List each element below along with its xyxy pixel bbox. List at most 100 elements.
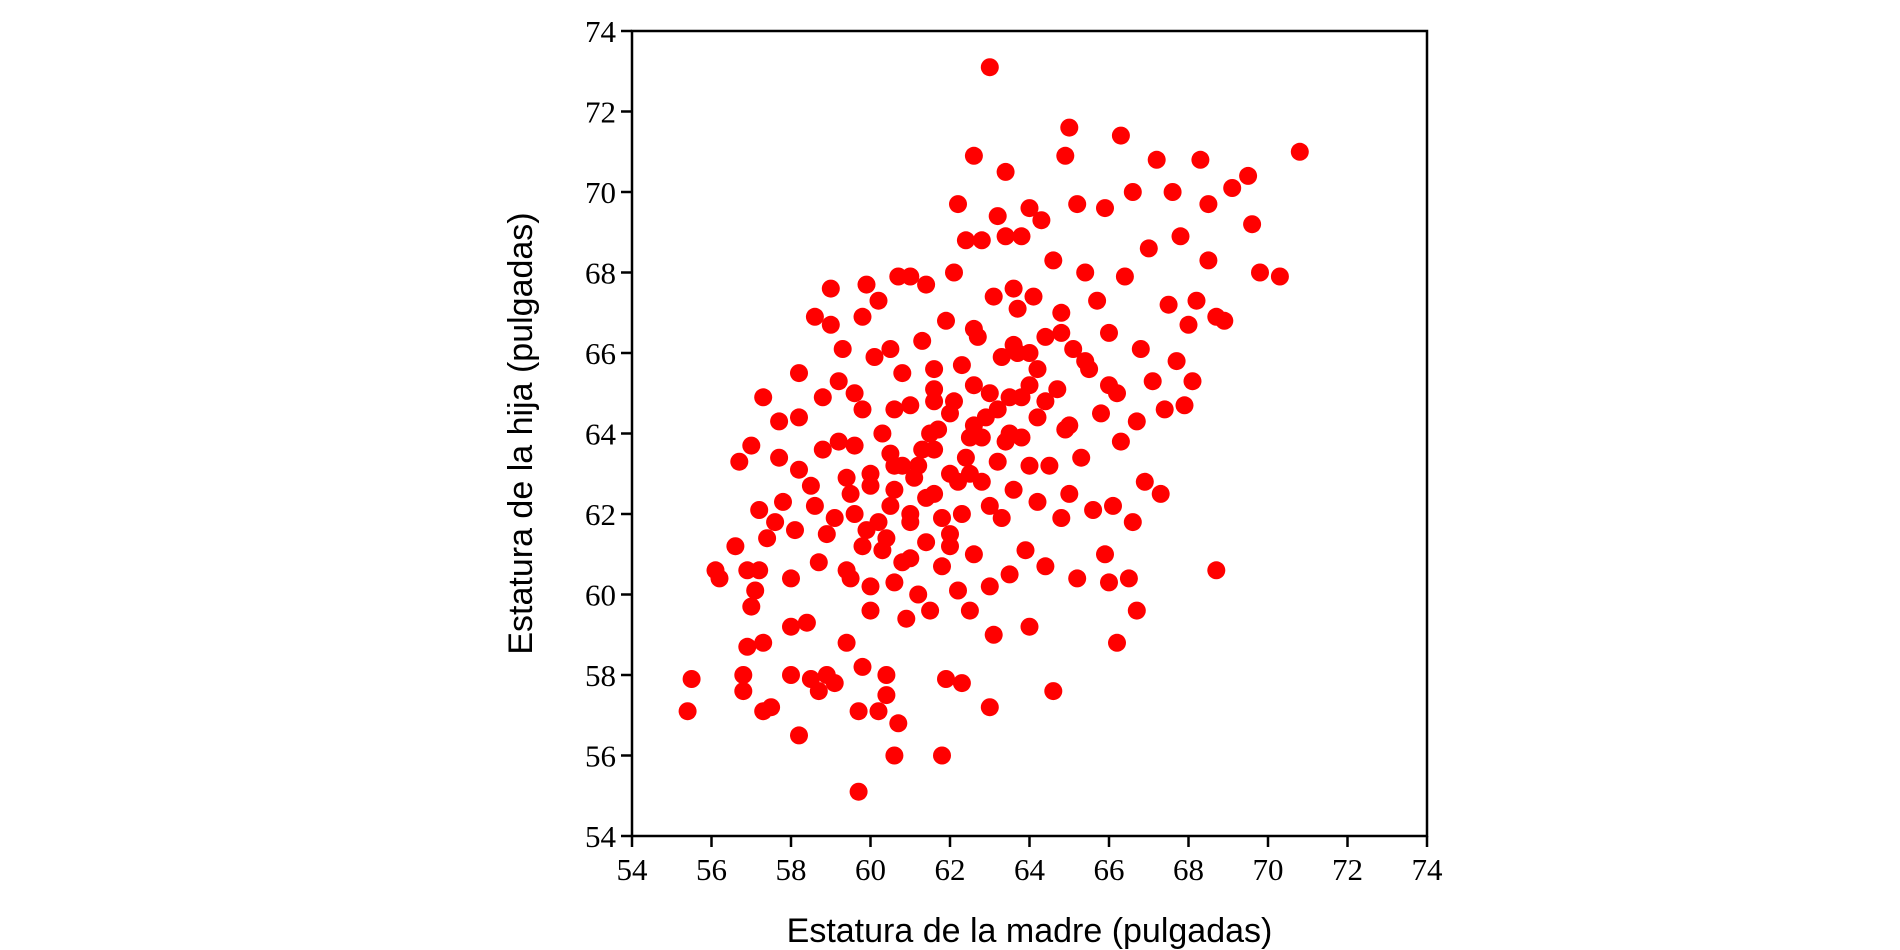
data-point — [1135, 472, 1154, 491]
data-point — [853, 657, 872, 676]
x-tick-label: 56 — [696, 852, 727, 887]
data-point — [1048, 380, 1067, 399]
data-point — [1060, 416, 1079, 435]
data-point — [1147, 150, 1166, 169]
data-point — [885, 480, 904, 499]
data-point — [917, 533, 936, 552]
data-point — [1064, 340, 1083, 358]
data-point — [964, 146, 983, 165]
data-point — [782, 666, 800, 684]
data-point — [952, 674, 971, 693]
data-point — [861, 577, 880, 596]
data-point — [833, 340, 852, 358]
data-point — [889, 714, 908, 733]
data-point — [984, 287, 1003, 306]
data-point — [980, 698, 999, 717]
data-point — [1199, 251, 1218, 270]
data-point — [1056, 146, 1075, 165]
data-point — [1243, 215, 1262, 234]
data-point — [1179, 315, 1198, 334]
data-point — [980, 577, 999, 596]
data-point — [825, 509, 844, 527]
x-axis-title: Estatura de la madre (pulgadas) — [787, 912, 1273, 950]
data-point — [1004, 279, 1023, 298]
data-point — [710, 569, 729, 588]
data-point — [1123, 513, 1142, 532]
data-point — [1111, 126, 1130, 145]
data-point — [1187, 291, 1206, 310]
data-point — [1092, 404, 1110, 423]
data-point — [1127, 412, 1146, 431]
data-point — [1127, 601, 1146, 620]
data-point — [1060, 118, 1079, 137]
data-point — [881, 496, 900, 515]
data-point — [809, 553, 828, 572]
data-point — [1100, 323, 1118, 342]
x-tick-label: 62 — [935, 852, 966, 887]
data-point — [917, 275, 936, 294]
x-tick-label: 64 — [1014, 852, 1046, 887]
data-point — [1016, 541, 1035, 560]
data-point — [1119, 569, 1138, 588]
data-point — [821, 279, 840, 298]
x-tick-label: 58 — [776, 852, 807, 887]
data-point — [964, 376, 983, 395]
data-point — [849, 782, 868, 801]
data-points — [678, 58, 1309, 801]
y-tick-label: 72 — [585, 95, 616, 130]
data-point — [909, 456, 928, 475]
data-point — [1175, 396, 1194, 415]
data-point — [925, 440, 944, 459]
data-point — [853, 537, 872, 556]
data-point — [1270, 267, 1289, 286]
data-point — [1084, 501, 1103, 519]
data-point — [901, 396, 920, 415]
data-point — [964, 319, 983, 338]
y-tick-label: 56 — [585, 739, 616, 774]
data-point — [992, 348, 1011, 366]
data-point — [829, 372, 848, 391]
data-point — [1008, 299, 1027, 318]
data-point — [909, 585, 928, 604]
data-point — [933, 746, 951, 765]
data-point — [1060, 484, 1079, 503]
data-point — [1004, 335, 1023, 354]
data-point — [877, 666, 896, 684]
data-point — [1076, 352, 1095, 371]
data-point — [1239, 166, 1258, 185]
data-point — [782, 617, 800, 636]
data-point — [1143, 372, 1162, 391]
data-point — [849, 702, 868, 721]
data-point — [956, 231, 975, 250]
data-point — [770, 448, 789, 467]
data-point — [845, 505, 864, 523]
data-point — [742, 436, 761, 455]
data-point — [1044, 682, 1063, 701]
data-point — [933, 509, 951, 527]
data-point — [988, 207, 1007, 226]
data-point — [941, 537, 959, 556]
data-point — [809, 682, 828, 701]
data-point — [988, 400, 1007, 419]
data-point — [980, 496, 999, 515]
data-point — [805, 496, 824, 515]
data-point — [734, 682, 753, 701]
data-point — [817, 525, 836, 544]
data-point — [964, 545, 983, 564]
data-point — [984, 625, 1003, 644]
y-tick-label: 58 — [585, 658, 616, 693]
data-point — [1100, 573, 1118, 592]
data-point — [805, 307, 824, 326]
data-point — [1088, 291, 1107, 310]
data-point — [774, 492, 792, 511]
data-point — [754, 388, 773, 407]
data-point — [881, 340, 900, 358]
data-point — [1076, 263, 1095, 282]
data-point — [1000, 565, 1019, 584]
x-tick-label: 72 — [1332, 852, 1363, 887]
data-point — [845, 436, 864, 455]
y-tick-label: 54 — [585, 819, 617, 854]
data-point — [1100, 376, 1118, 395]
data-point — [1012, 227, 1031, 246]
data-point — [1290, 142, 1309, 161]
